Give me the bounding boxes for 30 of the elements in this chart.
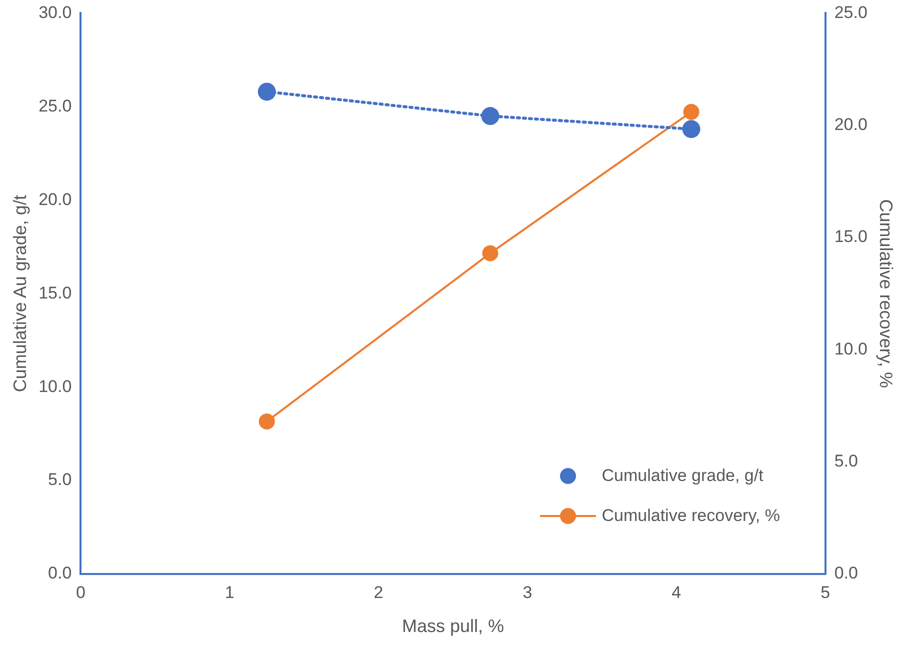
legend-label: Cumulative grade, g/t <box>602 466 764 486</box>
y2-tick-label: 25.0 <box>834 2 868 22</box>
point <box>481 107 500 126</box>
legend-label: Cumulative recovery, % <box>602 506 780 526</box>
x-tick-label: 1 <box>224 582 234 602</box>
y-tick-label: 10.0 <box>38 376 72 396</box>
x-tick-label: 4 <box>672 582 682 602</box>
point <box>683 104 700 120</box>
y-axis-title: Cumulative Au grade, g/t <box>10 195 30 392</box>
y-tick-label: 5.0 <box>48 470 72 490</box>
y2-tick-label: 0.0 <box>834 564 858 583</box>
y-tick-label: 25.0 <box>38 96 72 116</box>
point <box>482 245 498 262</box>
y-tick-label: 0.0 <box>48 564 72 583</box>
x-tick-label: 0 <box>76 582 86 602</box>
y-tick-label: 15.0 <box>38 283 72 302</box>
x-axis-title: Mass pull, % <box>402 616 504 636</box>
y-tick-label: 30.0 <box>38 2 72 22</box>
x-tick-label: 5 <box>820 582 830 602</box>
y2-tick-label: 10.0 <box>834 339 868 358</box>
y2-tick-label: 15.0 <box>834 227 868 246</box>
point <box>258 413 275 430</box>
x-tick-label: 2 <box>374 582 384 602</box>
y2-axis-title: Cumulative recovery, % <box>876 199 896 388</box>
point <box>258 82 276 101</box>
y2-tick-label: 5.0 <box>834 452 858 471</box>
point <box>682 120 700 138</box>
y2-tick-label: 20.0 <box>834 115 868 134</box>
x-tick-label: 3 <box>522 582 532 602</box>
y-tick-label: 20.0 <box>38 190 72 209</box>
